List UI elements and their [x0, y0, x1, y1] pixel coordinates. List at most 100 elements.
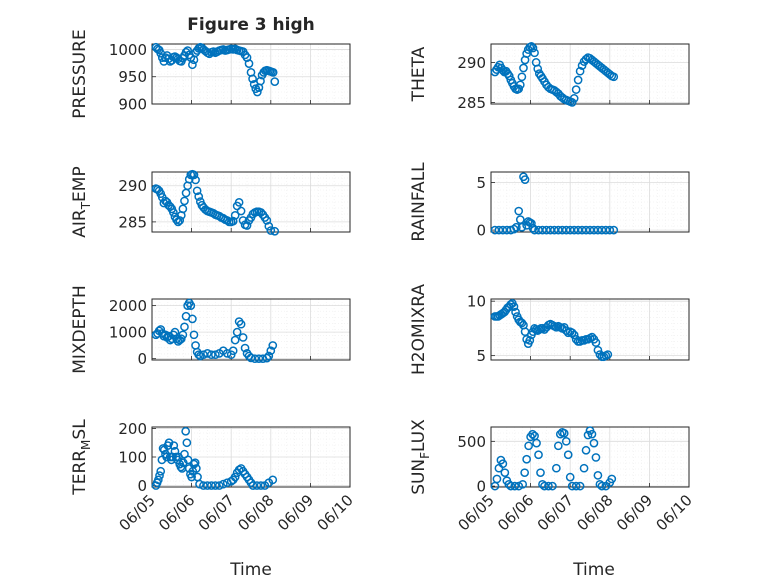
subplot-1: 285 290 THETA [409, 42, 690, 112]
data-point [211, 350, 220, 360]
data-point [244, 59, 254, 68]
data-point [527, 219, 536, 228]
data-point [587, 332, 597, 342]
data-point [211, 481, 220, 490]
data-point [230, 335, 240, 345]
axes-box [490, 298, 690, 361]
y-tick-label: 0 [137, 350, 147, 368]
axes-box [490, 43, 690, 105]
y-axis-label: PRESSURE [70, 29, 90, 118]
data-point [548, 481, 557, 491]
y-tick-label: 100 [118, 449, 147, 467]
data-point [270, 226, 280, 236]
data-point [181, 188, 191, 198]
data-point [551, 463, 561, 473]
data-point [156, 466, 166, 476]
data-point [517, 72, 527, 82]
data-point [230, 211, 240, 220]
data-point [504, 479, 514, 489]
y-axis-label: TERRMSL [70, 419, 93, 496]
data-point [519, 63, 528, 73]
data-point [530, 48, 539, 58]
data-point [514, 84, 524, 94]
data-point [268, 68, 278, 77]
y-tick-label: 0 [137, 477, 147, 495]
data-point [534, 450, 543, 460]
x-tick-label: 06/08 [573, 491, 616, 534]
data-point [603, 350, 613, 359]
y-tick-label: 950 [118, 68, 147, 86]
data-point [515, 80, 525, 90]
subplot-6: 0 100 200 TERRMSL 06/0506/0606/0706/0806/090… [70, 419, 357, 535]
data-point [262, 353, 272, 363]
data-point [246, 353, 256, 363]
y-tick-label: 1000 [109, 324, 147, 342]
data-point [180, 196, 189, 206]
data-point [182, 438, 192, 448]
data-point [500, 468, 510, 478]
data-point [214, 481, 224, 490]
data-point [569, 330, 579, 340]
data-point [187, 472, 196, 482]
data-point [575, 481, 585, 491]
data-point [553, 441, 563, 451]
data-point [609, 225, 619, 235]
data-point [264, 221, 274, 231]
y-axis-label: MIXDEPTH [70, 285, 90, 374]
data-point [268, 341, 278, 350]
data-point [538, 479, 547, 489]
data-point [183, 46, 192, 55]
data-point [510, 481, 520, 491]
data-point [524, 441, 533, 451]
y-axis-label: RAINFALL [409, 162, 429, 242]
data-point [270, 77, 280, 86]
data-point [593, 471, 603, 480]
data-point [175, 216, 185, 225]
data-point [591, 453, 601, 462]
data-point [528, 223, 538, 233]
data-point [178, 204, 188, 214]
data-point [207, 350, 216, 360]
data-point [230, 472, 240, 482]
y-tick-label: 2000 [109, 297, 147, 315]
data-point [156, 325, 166, 334]
data-point [517, 222, 527, 232]
data-point [183, 455, 193, 465]
y-axis-label: H2OMIXRA [409, 284, 429, 375]
subplot-0: 900 950 1000 PRESSURE [70, 29, 351, 119]
data-point [536, 468, 545, 478]
data-point [511, 307, 520, 317]
data-point [188, 314, 197, 324]
data-point [264, 351, 274, 361]
data-point [605, 225, 615, 235]
data-point [559, 428, 569, 438]
data-point [593, 345, 603, 355]
data-point [222, 216, 232, 225]
y-tick-label: 290 [118, 177, 147, 195]
data-point [234, 465, 244, 475]
data-point [525, 336, 535, 345]
data-point [498, 459, 508, 469]
subplot-2: 285 290 AIRTEMP [70, 166, 351, 238]
data-point [518, 479, 528, 489]
x-tick-label: 06/08 [234, 491, 277, 534]
data-point [514, 206, 524, 216]
y-tick-label: 1000 [109, 41, 147, 59]
data-point [186, 301, 196, 310]
data-point [609, 72, 619, 82]
data-point [555, 429, 565, 439]
data-point [242, 221, 252, 230]
data-point [181, 426, 191, 436]
data-point [252, 87, 262, 97]
y-tick-label: 0 [476, 478, 486, 496]
x-tick-label: 06/10 [653, 491, 696, 534]
data-point [583, 430, 593, 440]
data-point [262, 216, 272, 225]
data-point [176, 334, 186, 344]
data-point [191, 175, 200, 185]
x-axis-label-right: Time [572, 560, 615, 580]
data-point [520, 175, 530, 184]
data-point [533, 64, 543, 74]
